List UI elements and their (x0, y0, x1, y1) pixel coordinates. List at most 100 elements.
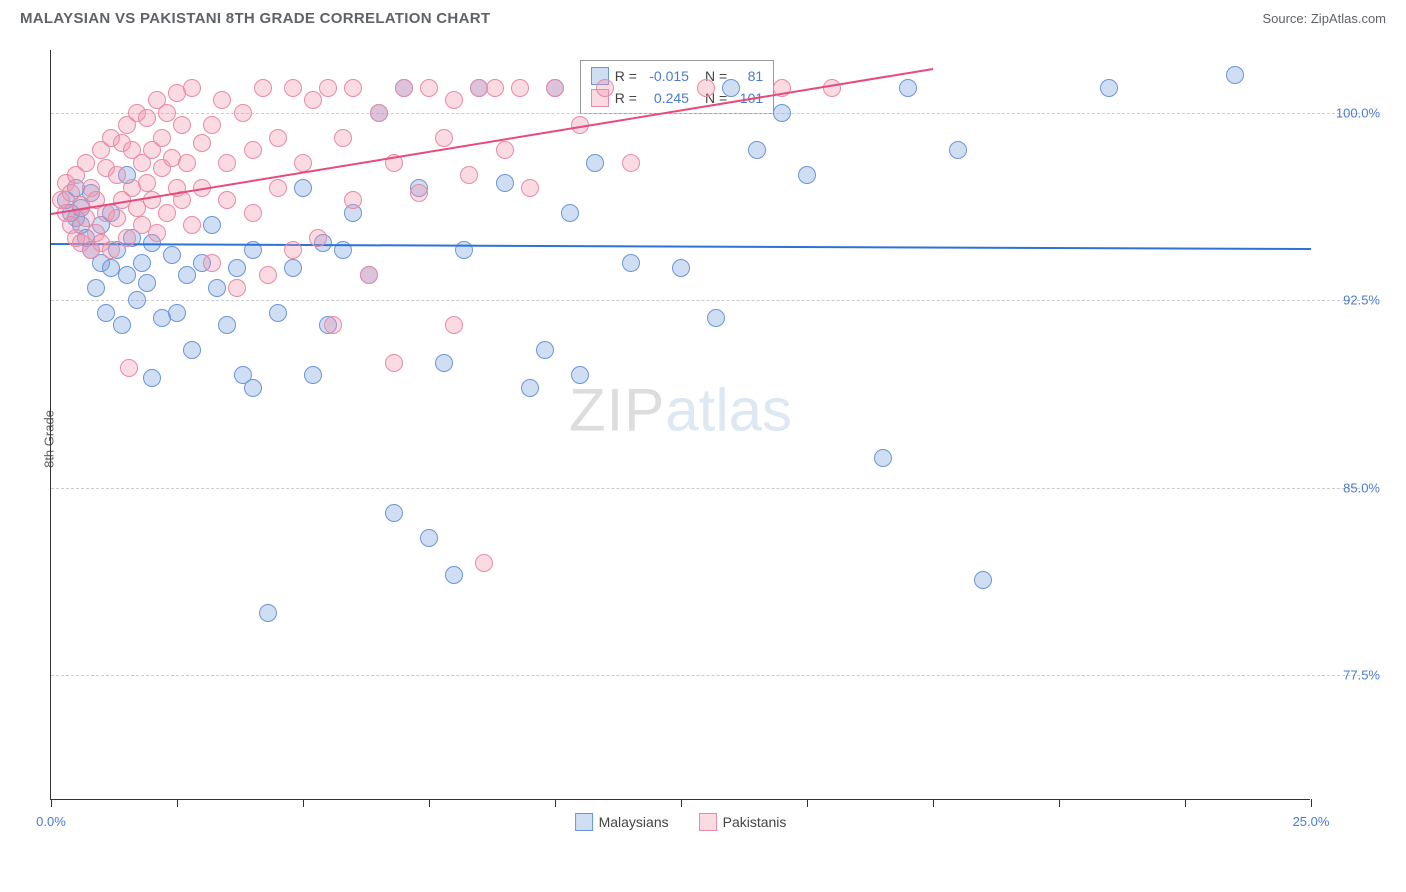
data-point (178, 154, 196, 172)
data-point (521, 179, 539, 197)
data-point (899, 79, 917, 97)
data-point (143, 191, 161, 209)
data-point (586, 154, 604, 172)
data-point (722, 79, 740, 97)
data-point (773, 104, 791, 122)
data-point (269, 179, 287, 197)
data-point (143, 369, 161, 387)
data-point (521, 379, 539, 397)
data-point (158, 204, 176, 222)
data-point (445, 91, 463, 109)
stat-r-value: -0.015 (643, 68, 689, 84)
data-point (486, 79, 504, 97)
data-point (324, 316, 342, 334)
data-point (259, 604, 277, 622)
data-point (304, 91, 322, 109)
data-point (561, 204, 579, 222)
data-point (622, 154, 640, 172)
grid-line (51, 300, 1360, 301)
x-tick-label: 25.0% (1293, 814, 1330, 829)
data-point (228, 279, 246, 297)
data-point (622, 254, 640, 272)
data-point (118, 229, 136, 247)
data-point (138, 109, 156, 127)
data-point (974, 571, 992, 589)
data-point (213, 91, 231, 109)
data-point (445, 316, 463, 334)
data-point (208, 279, 226, 297)
data-point (77, 154, 95, 172)
plot-area: ZIPatlas R =-0.015N =81R =0.245N =101 Ma… (50, 50, 1310, 800)
x-tick (303, 799, 304, 807)
data-point (420, 79, 438, 97)
x-tick (807, 799, 808, 807)
data-point (102, 241, 120, 259)
data-point (672, 259, 690, 277)
data-point (244, 141, 262, 159)
legend-label: Pakistanis (723, 814, 787, 830)
data-point (234, 104, 252, 122)
data-point (697, 79, 715, 97)
legend-item: Pakistanis (699, 813, 787, 831)
data-point (97, 304, 115, 322)
data-point (163, 246, 181, 264)
data-point (284, 79, 302, 97)
legend-label: Malaysians (599, 814, 669, 830)
data-point (118, 266, 136, 284)
x-tick (555, 799, 556, 807)
data-point (203, 116, 221, 134)
data-point (304, 366, 322, 384)
data-point (133, 254, 151, 272)
data-point (193, 134, 211, 152)
data-point (183, 79, 201, 97)
legend-bottom: Malaysians Pakistanis (575, 813, 787, 831)
data-point (385, 354, 403, 372)
data-point (571, 366, 589, 384)
data-point (284, 259, 302, 277)
data-point (294, 154, 312, 172)
y-tick-label: 92.5% (1343, 293, 1380, 308)
data-point (344, 79, 362, 97)
data-point (395, 79, 413, 97)
data-point (475, 554, 493, 572)
data-point (309, 229, 327, 247)
data-point (334, 129, 352, 147)
data-point (228, 259, 246, 277)
data-point (360, 266, 378, 284)
data-point (294, 179, 312, 197)
data-point (435, 129, 453, 147)
data-point (536, 341, 554, 359)
data-point (244, 204, 262, 222)
data-point (546, 79, 564, 97)
stat-r-label: R = (615, 68, 637, 84)
x-tick (1185, 799, 1186, 807)
data-point (435, 354, 453, 372)
data-point (158, 104, 176, 122)
data-point (138, 174, 156, 192)
legend-item: Malaysians (575, 813, 669, 831)
watermark: ZIPatlas (569, 375, 792, 444)
data-point (385, 504, 403, 522)
data-point (173, 116, 191, 134)
data-point (203, 254, 221, 272)
chart-source: Source: ZipAtlas.com (1262, 11, 1386, 26)
data-point (269, 304, 287, 322)
x-tick (177, 799, 178, 807)
data-point (218, 316, 236, 334)
data-point (218, 191, 236, 209)
y-tick-label: 100.0% (1336, 105, 1380, 120)
chart-container: 8th Grade ZIPatlas R =-0.015N =81R =0.24… (50, 50, 1381, 827)
data-point (319, 79, 337, 97)
data-point (410, 184, 428, 202)
data-point (707, 309, 725, 327)
stat-r-label: R = (615, 90, 637, 106)
data-point (108, 166, 126, 184)
x-tick-label: 0.0% (36, 814, 66, 829)
data-point (511, 79, 529, 97)
stat-r-value: 0.245 (643, 90, 689, 106)
data-point (153, 129, 171, 147)
data-point (874, 449, 892, 467)
data-point (244, 379, 262, 397)
data-point (596, 79, 614, 97)
x-tick (1311, 799, 1312, 807)
